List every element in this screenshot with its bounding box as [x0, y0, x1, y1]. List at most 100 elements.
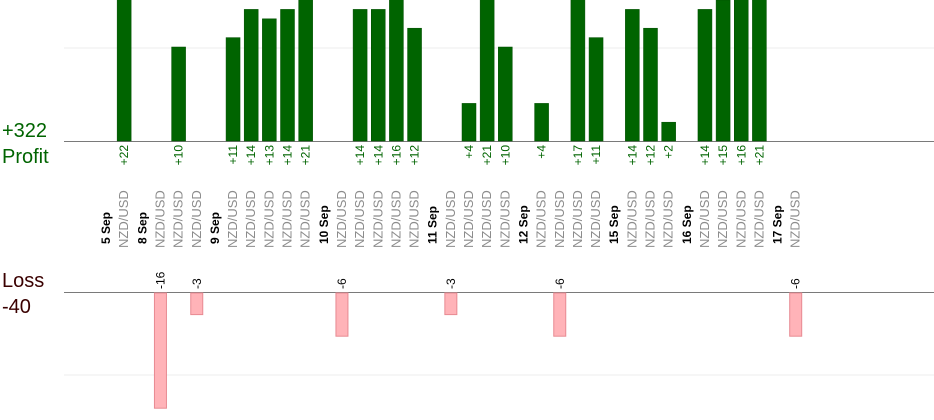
- profit-bar: [697, 9, 713, 142]
- symbol-label: NZD/USD: [388, 190, 403, 248]
- loss-value-label: -6: [553, 278, 567, 289]
- profit-bar: [225, 37, 241, 142]
- profit-value-label: +12: [644, 145, 658, 166]
- profit-value-label: +14: [353, 145, 367, 166]
- profit-value-label: +22: [117, 145, 131, 166]
- profit-value-label: +15: [716, 145, 730, 166]
- profit-bar: [661, 121, 676, 142]
- labels: 5 Sep NZD/USD+228 Sep NZD/USD-16NZD/USD+10…: [99, 145, 803, 289]
- symbol-label: NZD/USD: [461, 190, 476, 248]
- symbol-label: NZD/USD: [715, 190, 730, 248]
- symbol-label: NZD/USD: [225, 190, 240, 248]
- profit-bar: [262, 18, 277, 142]
- symbol-label: NZD/USD: [171, 190, 186, 248]
- profit-value-label: +14: [371, 145, 385, 166]
- profit-value-label: +4: [462, 145, 476, 159]
- symbol-label: NZD/USD: [643, 190, 658, 248]
- symbol-label: NZD/USD: [534, 190, 549, 248]
- loss-value-label: -3: [444, 278, 458, 289]
- loss-value-label: -6: [335, 278, 349, 289]
- profit-value-label: +21: [480, 145, 494, 166]
- symbol-label: NZD/USD: [407, 190, 422, 248]
- profit-value-label: +14: [698, 145, 712, 166]
- profit-bar: [389, 0, 404, 142]
- date-label: 5 Sep: [99, 212, 113, 244]
- symbol-label: NZD/USD: [697, 190, 712, 248]
- symbol-label: NZD/USD: [443, 190, 458, 248]
- loss-total: -40: [2, 296, 31, 318]
- profit-value-label: +11: [589, 145, 603, 165]
- profit-bar: [588, 37, 604, 142]
- profit-bar: [371, 9, 386, 142]
- loss-label: Loss: [2, 270, 44, 292]
- profit-bar: [570, 0, 586, 142]
- profit-value-label: +13: [262, 145, 276, 166]
- date-label: 16 Sep: [680, 205, 694, 244]
- date-label: 11 Sep: [426, 206, 440, 244]
- profit-total: +322: [2, 120, 47, 142]
- loss-bar: [190, 292, 204, 316]
- profit-bar: [534, 103, 549, 142]
- symbol-label: NZD/USD: [479, 190, 494, 248]
- profit-value-label: +21: [752, 145, 766, 166]
- profit-value-label: +11: [226, 145, 240, 165]
- symbol-label: NZD/USD: [661, 190, 676, 248]
- loss-bar: [789, 292, 803, 337]
- date-label: 15 Sep: [607, 205, 621, 244]
- symbol-label: NZD/USD: [552, 190, 567, 248]
- symbol-label: NZD/USD: [733, 190, 748, 248]
- loss-bar: [444, 292, 458, 316]
- bars: [116, 0, 803, 409]
- symbol-label: NZD/USD: [334, 190, 349, 248]
- profit-bar: [243, 9, 259, 142]
- symbol-label: NZD/USD: [243, 190, 258, 248]
- profit-bar: [715, 0, 731, 142]
- symbol-label: NZD/USD: [624, 190, 639, 248]
- profit-value-label: +4: [535, 145, 549, 159]
- date-label: 12 Sep: [516, 205, 530, 244]
- symbol-label: NZD/USD: [261, 190, 276, 248]
- loss-value-label: -3: [190, 278, 204, 289]
- loss-bar: [553, 292, 567, 337]
- profit-value-label: +16: [389, 145, 403, 166]
- symbol-label: NZD/USD: [152, 190, 167, 248]
- date-label: 17 Sep: [771, 205, 785, 244]
- loss-bar: [153, 292, 167, 409]
- profit-value-label: +2: [662, 145, 676, 159]
- profit-bar: [298, 0, 313, 142]
- profit-bar: [479, 0, 495, 142]
- date-label: 9 Sep: [208, 212, 222, 244]
- loss-value-label: -16: [153, 271, 167, 289]
- profit-value-label: +10: [498, 145, 512, 166]
- profit-value-label: +16: [734, 145, 748, 166]
- profit-bar: [461, 103, 477, 142]
- profit-value-label: +14: [244, 145, 258, 166]
- symbol-label: NZD/USD: [298, 190, 313, 248]
- profit-value-label: +14: [625, 145, 639, 166]
- symbol-label: NZD/USD: [788, 190, 803, 248]
- profit-label: Profit: [2, 146, 49, 168]
- profit-value-label: +17: [571, 145, 585, 166]
- loss-value-label: -6: [789, 278, 803, 289]
- profit-bar: [280, 9, 295, 142]
- symbol-label: NZD/USD: [116, 190, 131, 248]
- symbol-label: NZD/USD: [497, 190, 512, 248]
- profit-value-label: +14: [281, 145, 295, 166]
- symbol-label: NZD/USD: [352, 190, 367, 248]
- symbol-label: NZD/USD: [280, 190, 295, 248]
- profit-bar: [171, 46, 186, 142]
- profit-value-label: +12: [408, 145, 422, 166]
- profit-bar: [407, 27, 422, 142]
- profit-bar: [752, 0, 767, 142]
- date-label: 10 Sep: [317, 205, 331, 244]
- profit-bar: [352, 9, 368, 142]
- profit-bar: [116, 0, 132, 142]
- profit-bar: [498, 46, 513, 142]
- profit-bar: [643, 27, 658, 142]
- profit-value-label: +10: [172, 145, 186, 166]
- symbol-label: NZD/USD: [189, 190, 204, 248]
- profit-bar: [625, 9, 640, 142]
- profit-value-label: +21: [299, 145, 313, 166]
- symbol-label: NZD/USD: [751, 190, 766, 248]
